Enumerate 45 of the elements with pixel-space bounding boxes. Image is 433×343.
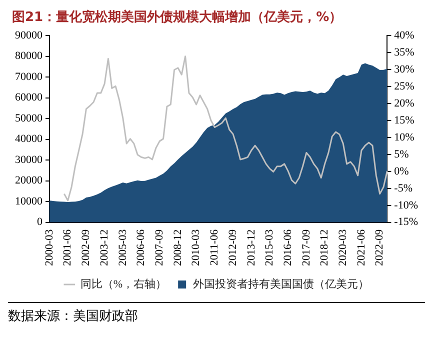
y-tick-label: 60000 bbox=[15, 92, 43, 104]
x-tick-label: 2006-06 bbox=[135, 228, 148, 266]
y-tick-label: 80000 bbox=[15, 50, 43, 62]
x-tick-label: 2021-06 bbox=[355, 228, 368, 266]
x-tick-label: 2012-09 bbox=[226, 228, 239, 266]
y2-tick-label: 30% bbox=[394, 63, 414, 76]
x-tick-label: 2022-09 bbox=[374, 228, 386, 266]
y-tick-label: 70000 bbox=[15, 70, 43, 83]
x-tick-label: 2010-03 bbox=[190, 228, 202, 266]
chart-title: 图21：量化宽松期美国外债规模大幅增加（亿美元，%） bbox=[12, 9, 342, 26]
x-tick-label: 2018-12 bbox=[318, 229, 331, 266]
y2-tick-label: -5% bbox=[394, 182, 412, 194]
y-tick-label: 50000 bbox=[15, 112, 43, 124]
y2-tick-label: 5% bbox=[394, 148, 409, 160]
y2-tick-label: 15% bbox=[394, 114, 414, 126]
y2-tick-label: 0% bbox=[394, 165, 409, 178]
y-tick-label: 90000 bbox=[15, 29, 43, 42]
x-tick-label: 2003-12 bbox=[98, 229, 110, 266]
x-tick-label: 2008-12 bbox=[172, 229, 184, 266]
x-tick-label: 2015-03 bbox=[264, 228, 276, 266]
y2-tick-label: -15% bbox=[394, 216, 418, 228]
y2-tick-label: -10% bbox=[394, 199, 418, 212]
y-tick-label: 0 bbox=[37, 216, 43, 228]
y2-tick-label: 40% bbox=[394, 29, 414, 42]
source-note: 数据来源：美国财政部 bbox=[8, 302, 425, 325]
y-tick-label: 40000 bbox=[15, 133, 43, 146]
x-tick-label: 2005-03 bbox=[116, 228, 129, 266]
x-tick-label: 2002-09 bbox=[80, 228, 92, 266]
x-tick-label: 2001-06 bbox=[62, 228, 74, 266]
y2-tick-label: 10% bbox=[394, 131, 414, 144]
x-tick-label: 2007-09 bbox=[154, 228, 166, 266]
x-tick-label: 2017-09 bbox=[300, 228, 312, 266]
x-tick-label: 2013-12 bbox=[245, 229, 258, 266]
y2-tick-label: 25% bbox=[394, 80, 414, 92]
x-tick-label: 2016-06 bbox=[282, 228, 294, 266]
legend-label: 外国投资者持有美国国债（亿美元） bbox=[193, 277, 370, 290]
x-tick-label: 2000-03 bbox=[43, 228, 56, 266]
y-tick-label: 20000 bbox=[15, 174, 43, 187]
y2-tick-label: 20% bbox=[394, 97, 414, 110]
y2-tick-label: 35% bbox=[394, 46, 414, 58]
legend-label: 同比（%，右轴） bbox=[80, 277, 167, 290]
x-tick-label: 2011-06 bbox=[208, 228, 221, 266]
y-tick-label: 30000 bbox=[15, 154, 43, 166]
x-tick-label: 2020-03 bbox=[337, 228, 350, 266]
y-tick-label: 10000 bbox=[15, 195, 43, 208]
